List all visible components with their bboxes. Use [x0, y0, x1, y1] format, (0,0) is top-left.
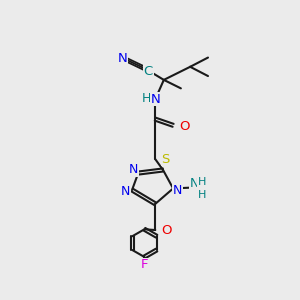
Text: C: C	[144, 65, 153, 78]
Text: N: N	[121, 185, 130, 198]
Text: N: N	[118, 52, 128, 65]
Text: H: H	[198, 176, 206, 187]
Text: N: N	[173, 184, 182, 196]
Text: F: F	[141, 258, 148, 271]
Text: O: O	[179, 120, 190, 133]
Text: O: O	[161, 224, 172, 236]
Text: H: H	[142, 92, 152, 105]
Text: N: N	[150, 93, 160, 106]
Text: N: N	[189, 177, 199, 190]
Text: H: H	[198, 190, 206, 200]
Text: N: N	[129, 164, 138, 176]
Text: S: S	[161, 153, 170, 166]
